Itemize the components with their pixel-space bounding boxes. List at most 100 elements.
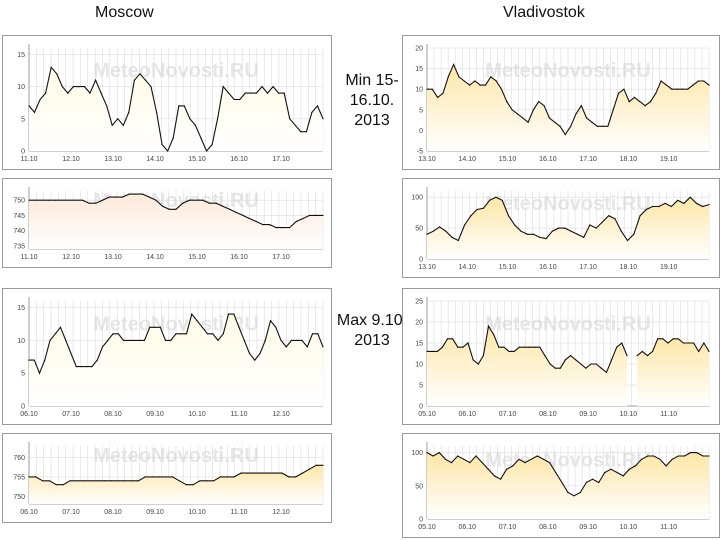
data-point — [447, 76, 449, 78]
data-point — [295, 220, 297, 223]
data-point — [199, 480, 201, 482]
data-point — [206, 333, 209, 335]
data-point — [677, 338, 679, 340]
x-tick-label: 11.10 — [21, 254, 38, 261]
data-point — [233, 98, 235, 101]
data-point — [559, 367, 561, 369]
data-point — [608, 215, 610, 217]
x-tick-label: 12.10 — [62, 254, 80, 261]
data-point — [117, 118, 119, 120]
data-point — [683, 202, 685, 204]
data-point — [122, 339, 125, 341]
y-tick-label: 740 — [13, 228, 25, 235]
x-tick-label: 19.10 — [660, 156, 678, 163]
data-point — [188, 199, 190, 201]
data-point — [175, 208, 177, 210]
data-point — [520, 230, 522, 232]
data-point — [254, 472, 256, 474]
data-point — [322, 118, 324, 120]
series-area — [637, 338, 709, 406]
header-vladivostok: Vladivostok — [503, 4, 585, 21]
data-point — [135, 193, 137, 195]
data-point — [42, 480, 44, 482]
data-point — [259, 352, 261, 355]
data-point — [172, 137, 174, 139]
data-point — [243, 339, 245, 341]
x-tick-label: 10.10 — [188, 509, 206, 516]
y-tick-label: 50 — [415, 483, 423, 490]
data-point — [196, 320, 198, 322]
data-point — [261, 86, 263, 88]
data-point — [227, 313, 230, 315]
x-tick-label: 06.10 — [20, 509, 38, 516]
data-point — [108, 196, 110, 198]
x-tick-label: 11.10 — [660, 524, 677, 531]
data-point — [532, 233, 535, 235]
data-point — [501, 199, 503, 201]
data-point — [268, 224, 271, 226]
data-point — [122, 124, 124, 126]
y-tick-label: 5 — [21, 116, 25, 123]
data-point — [539, 236, 541, 238]
data-point — [677, 199, 679, 201]
data-point — [111, 124, 113, 126]
x-tick-label: 11.10 — [231, 411, 248, 418]
moscow-min-pressure-panel: MeteoNovosti.RU 750 745 740 735 11.10 12.10 13.… — [2, 178, 332, 268]
data-point — [672, 338, 674, 340]
data-point — [317, 333, 319, 335]
data-point — [305, 131, 307, 133]
data-point — [567, 491, 569, 494]
data-point — [580, 363, 582, 365]
data-point — [80, 366, 83, 368]
data-point — [498, 346, 500, 348]
data-point — [296, 339, 298, 341]
x-tick-label: 17.10 — [272, 254, 290, 261]
x-tick-label: 14.10 — [146, 254, 164, 261]
data-point — [133, 339, 135, 341]
data-point — [438, 226, 441, 228]
data-point — [489, 199, 491, 201]
data-point — [644, 105, 646, 107]
data-point — [487, 325, 490, 327]
data-point — [628, 101, 630, 103]
data-point — [275, 326, 277, 328]
data-point — [626, 239, 629, 242]
data-point — [523, 346, 525, 348]
data-point — [50, 66, 52, 68]
x-tick-label: 13.10 — [104, 156, 122, 163]
data-point — [441, 346, 443, 348]
data-point — [507, 215, 510, 217]
data-point — [240, 472, 242, 474]
x-tick-label: 15.10 — [499, 156, 517, 163]
data-point — [107, 339, 109, 341]
data-point — [484, 84, 487, 86]
data-point — [288, 476, 290, 478]
data-point — [436, 350, 438, 352]
data-point — [470, 215, 472, 217]
data-point — [322, 214, 324, 216]
data-point — [72, 86, 74, 88]
x-tick-label: 09.10 — [146, 509, 164, 516]
y-tick-label: 10 — [17, 338, 25, 345]
data-point — [457, 239, 459, 242]
data-point — [48, 480, 51, 482]
data-point — [282, 227, 284, 229]
data-point — [616, 471, 618, 474]
data-point — [558, 227, 560, 229]
data-point — [35, 476, 37, 478]
data-point — [585, 367, 587, 369]
x-tick-label: 18.10 — [620, 156, 638, 163]
data-point — [639, 215, 641, 217]
data-point — [586, 117, 588, 119]
x-tick-label: 12.10 — [272, 509, 290, 516]
data-point — [554, 367, 556, 369]
series-line — [28, 66, 324, 153]
data-point — [702, 205, 704, 208]
data-point — [452, 338, 454, 340]
data-point — [633, 233, 635, 235]
data-point — [665, 84, 667, 86]
x-tick-label: 07.10 — [499, 524, 517, 531]
data-point — [128, 339, 130, 341]
